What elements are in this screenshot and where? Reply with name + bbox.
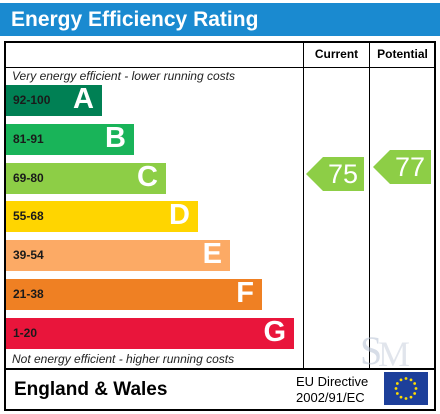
eu-star-icon [413, 392, 417, 395]
band-letter: E [202, 238, 222, 270]
current-column-header: Current [314, 47, 359, 61]
band-b: 81-91 B [6, 122, 134, 155]
chart-title: Energy Efficiency Rating [11, 8, 259, 31]
eu-star-icon [414, 387, 418, 390]
title-bar: Energy Efficiency Rating [0, 3, 440, 36]
band-range-label: 69-80 [13, 171, 44, 185]
eu-star-icon [399, 378, 403, 382]
current-rating-arrow: 75 [306, 157, 364, 191]
potential-rating-value: 77 [394, 152, 425, 182]
band-letter: B [105, 122, 126, 154]
potential-rating-arrow: 77 [373, 150, 431, 184]
top-caption: Very energy efficient - lower running co… [12, 69, 235, 83]
band-letter: A [73, 83, 94, 115]
eu-star-icon [404, 377, 408, 380]
svg-text:M: M [378, 334, 410, 372]
region-label: England & Wales [14, 379, 168, 400]
directive-line-1: EU Directive [296, 374, 369, 389]
column-divider [303, 41, 304, 369]
header-divider [4, 67, 436, 68]
band-c: 69-80 C [6, 161, 166, 194]
band-d: 55-68 D [6, 199, 198, 232]
eu-star-icon [395, 382, 399, 385]
eu-star-icon [394, 387, 398, 390]
band-range-label: 39-54 [13, 248, 44, 262]
band-letter: D [169, 199, 190, 231]
band-letter: F [236, 277, 254, 309]
rating-frame [4, 41, 436, 411]
directive-line-2: 2002/91/EC [296, 390, 365, 405]
svg-text:S: S [360, 328, 382, 372]
bottom-caption: Not energy efficient - higher running co… [12, 352, 235, 366]
band-range-label: 55-68 [13, 209, 44, 223]
column-divider [369, 41, 370, 369]
band-range-label: 21-38 [13, 287, 44, 301]
eu-star-icon [413, 382, 417, 385]
footer-divider [4, 368, 436, 370]
band-letter: G [263, 316, 286, 348]
eu-directive: EU Directive 2002/91/EC [296, 374, 368, 406]
band-letter: C [137, 161, 158, 193]
agency-monogram-watermark: S M [360, 328, 410, 372]
eu-star-icon [404, 397, 408, 400]
current-rating-value: 75 [327, 159, 358, 189]
band-range-label: 1-20 [13, 326, 38, 340]
band-range-label: 92-100 [13, 93, 51, 107]
eu-star-icon [409, 378, 413, 382]
eu-star-icon [395, 392, 399, 395]
band-e: 39-54 E [6, 238, 230, 271]
band-a: 92-100 A [6, 83, 102, 116]
eu-star-icon [399, 395, 403, 399]
eu-flag-icon [384, 372, 428, 405]
potential-column-header: Potential [377, 47, 428, 61]
eu-star-icon [409, 395, 413, 399]
band-g: 1-20 G [6, 316, 294, 349]
band-range-label: 81-91 [13, 132, 44, 146]
band-f: 21-38 F [6, 277, 262, 310]
